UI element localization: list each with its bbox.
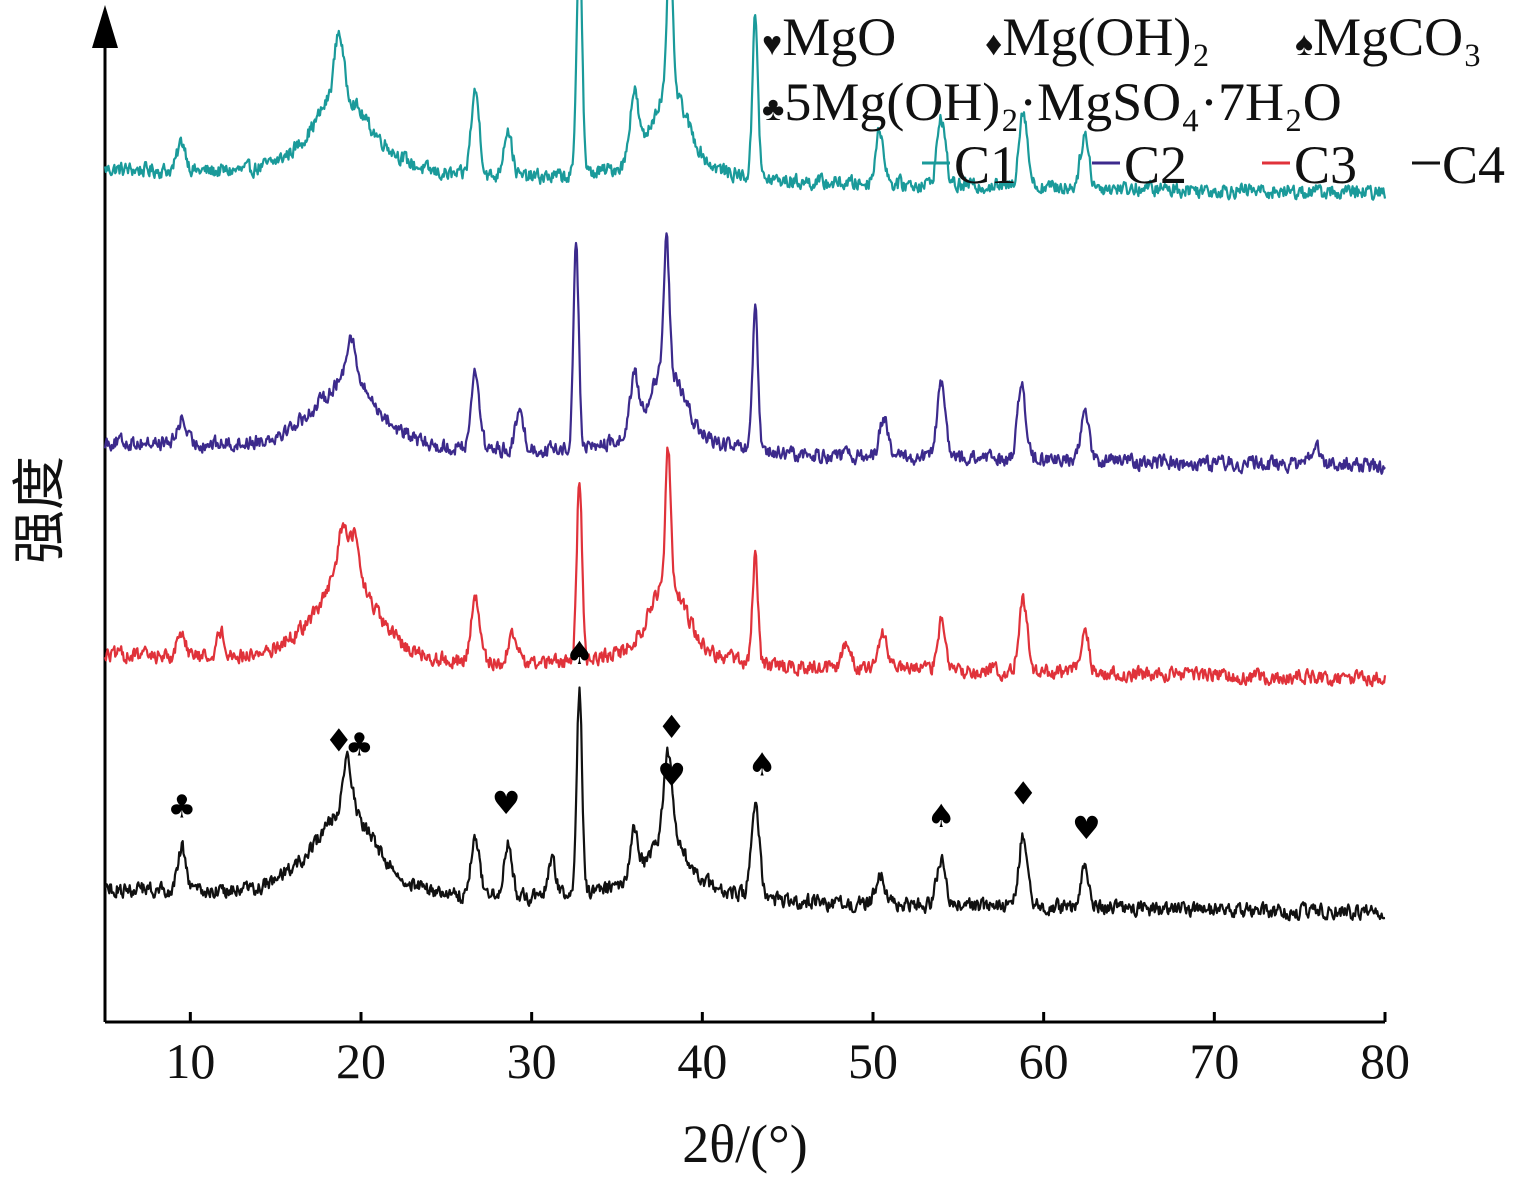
phase-marker-spade-icon: ♠ [927,797,956,835]
phase-marker-heart-icon: ♥ [657,756,686,794]
legend-phase-basic-sulfate: ♣5Mg(OH)₂·MgSO₄·7H₂O [762,72,1342,132]
series-line-c1 [103,0,1387,201]
x-ticks: 10 20 30 40 50 60 70 80 [165,1012,1410,1089]
legend-symbol-spade: ♠ [1295,26,1313,63]
phase-marker-spade-icon: ♠ [565,634,594,672]
legend-symbol-heart: ♥ [762,26,782,63]
phase-marker-diamond-icon: ♦ [657,708,686,746]
series-line-c3 [103,446,1387,688]
phase-marker-club-icon: ♣ [345,726,374,764]
x-tick-label: 40 [677,1033,727,1089]
legend-symbol-club: ♣ [762,91,784,128]
phase-marker-spade-icon: ♠ [748,746,777,784]
series-line-c4 [104,686,1386,922]
phase-marker-diamond-icon: ♦ [324,721,353,759]
x-tick-label: 10 [165,1033,215,1089]
y-axis-title: 强度 [10,456,70,564]
phase-marker-diamond-icon: ♦ [1009,774,1038,812]
legend-symbol-diamond: ♦ [985,26,1002,63]
phase-marker-heart-icon: ♥ [492,784,521,822]
phase-marker-heart-icon: ♥ [1072,809,1101,847]
x-tick-label: 70 [1189,1033,1239,1089]
y-axis-arrow [92,5,118,48]
legend-label-c2: C2 [1124,135,1187,195]
phase-marker-club-icon: ♣ [167,787,196,825]
x-tick-label: 60 [1019,1033,1069,1089]
x-tick-label: 30 [507,1033,557,1089]
x-tick-label: 80 [1360,1033,1410,1089]
legend: ♥MgO ♦Mg(OH)₂ ♠MgCO₃ ♣5Mg(OH)₂·MgSO₄·7H₂… [762,7,1505,195]
legend-phase-mgo: ♥MgO [762,7,896,67]
legend-label-c1: C1 [954,135,1017,195]
phase-markers: ♣♦♣♥♠♥♦♠♠♦♥ [167,634,1100,847]
x-axis-title: 2θ/(°) [682,1114,807,1174]
legend-phase-mgoh2: ♦Mg(OH)₂ [985,7,1210,67]
series-line-c2 [103,232,1386,475]
x-tick-label: 50 [848,1033,898,1089]
legend-label-c3: C3 [1294,135,1357,195]
legend-phase-mgco3: ♠MgCO₃ [1295,7,1482,67]
series-group [103,0,1387,922]
x-tick-label: 20 [336,1033,386,1089]
legend-label-c4: C4 [1442,135,1505,195]
